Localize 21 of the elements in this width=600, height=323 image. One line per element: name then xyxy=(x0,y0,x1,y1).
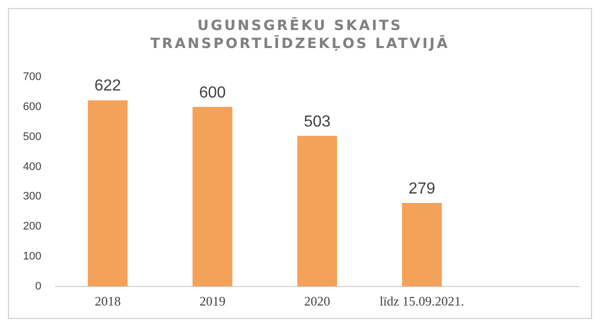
data-label: 600 xyxy=(199,84,226,102)
data-label: 279 xyxy=(408,180,436,198)
x-tick-label: līdz 15.09.2021. xyxy=(380,294,464,309)
bar xyxy=(402,202,442,286)
y-tick-label: 100 xyxy=(22,250,42,263)
y-tick-label: 400 xyxy=(22,160,42,173)
bar xyxy=(88,100,128,286)
bar xyxy=(192,106,232,286)
y-tick-label: 300 xyxy=(22,190,42,203)
y-tick-label: 200 xyxy=(22,220,42,233)
chart-title: UGUNSGRĒKU SKAITS TRANSPORTLĪDZEKĻOS LATVIJĀ xyxy=(149,17,451,53)
bar xyxy=(297,136,338,286)
y-tick-label: 0 xyxy=(35,280,42,292)
y-tick-label: 500 xyxy=(22,130,42,143)
x-tick-label: 2019 xyxy=(199,294,226,309)
x-tick-label: 2018 xyxy=(94,294,121,309)
y-tick-label: 700 xyxy=(22,71,42,84)
y-tick-label: 600 xyxy=(22,100,42,113)
data-label: 503 xyxy=(304,113,331,130)
data-label: 622 xyxy=(94,78,122,95)
x-tick-label: 2020 xyxy=(304,294,330,309)
